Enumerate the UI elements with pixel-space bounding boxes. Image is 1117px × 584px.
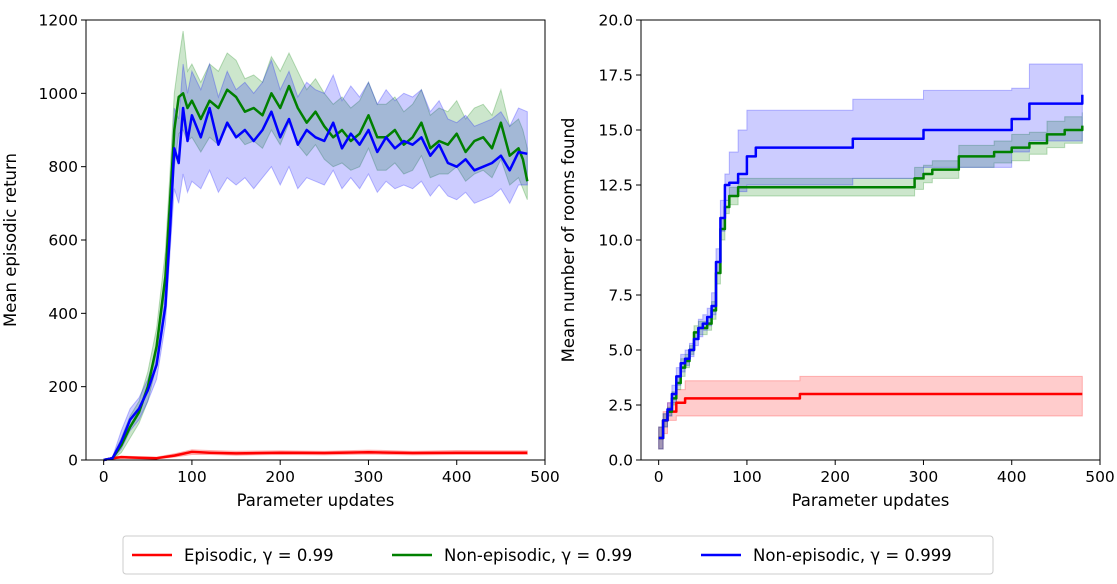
y-tick-label: 10.0	[598, 232, 633, 250]
left-plot-lines	[103, 84, 529, 462]
legend-label-episodic: Episodic, γ = 0.99	[184, 546, 334, 565]
y-tick-label: 2.5	[608, 397, 633, 415]
right-plot: 0 100 200 300 400 500 0.0 2.5 5.0 7.5 10.0 12.5 15.…	[559, 12, 1115, 511]
x-tick-label: 300	[909, 468, 939, 486]
y-tick-label: 1000	[39, 85, 78, 103]
y-tick-label: 15.0	[598, 122, 633, 140]
legend-item-episodic: Episodic, γ = 0.99	[132, 546, 334, 565]
y-tick-label: 800	[48, 158, 78, 176]
x-tick-label: 100	[177, 468, 207, 486]
x-tick-label: 500	[530, 468, 560, 486]
left-plot-y-axis-label: Mean episodic return	[1, 153, 20, 327]
x-tick-label: 200	[820, 468, 850, 486]
legend-item-non-episodic-0999: Non-episodic, γ = 0.999	[701, 546, 952, 565]
left-plot-x-ticks: 0 100 200 300 400 500	[99, 460, 560, 486]
legend-item-non-episodic-099: Non-episodic, γ = 0.99	[392, 546, 632, 565]
y-tick-label: 5.0	[608, 342, 633, 360]
x-tick-label: 400	[442, 468, 472, 486]
x-tick-label: 400	[997, 468, 1027, 486]
right-plot-y-ticks: 0.0 2.5 5.0 7.5 10.0 12.5 15.0 17.5 20.0	[598, 12, 641, 470]
legend-label-non-episodic-0999: Non-episodic, γ = 0.999	[753, 546, 952, 565]
y-tick-label: 7.5	[608, 287, 633, 305]
x-tick-label: 0	[99, 468, 109, 486]
right-plot-y-axis-label: Mean number of rooms found	[559, 118, 578, 363]
right-plot-lines	[658, 94, 1084, 440]
legend: Episodic, γ = 0.99 Non-episodic, γ = 0.9…	[122, 535, 994, 575]
x-tick-label: 100	[732, 468, 762, 486]
x-tick-label: 200	[265, 468, 295, 486]
band-non-episodic-gamma-0-999	[103, 58, 528, 461]
y-tick-label: 0.0	[608, 452, 633, 470]
x-tick-label: 500	[1085, 468, 1115, 486]
legend-box	[122, 535, 994, 575]
y-tick-label: 1200	[39, 12, 78, 30]
x-tick-label: 0	[654, 468, 664, 486]
y-tick-label: 600	[48, 232, 78, 250]
left-plot-x-axis-label: Parameter updates	[237, 491, 395, 510]
y-tick-label: 17.5	[598, 67, 633, 85]
y-tick-label: 20.0	[598, 12, 633, 30]
y-tick-label: 12.5	[598, 177, 633, 195]
y-tick-label: 0	[68, 452, 78, 470]
left-plot: 0 100 200 300 400 500 0 200 400 600 800 1000 1200 P…	[1, 12, 560, 511]
series-line-non-episodic-gamma-0-999	[103, 106, 528, 462]
right-plot-x-ticks: 0 100 200 300 400 500	[654, 460, 1115, 486]
series-line-episodic-gamma-0-99	[103, 450, 528, 462]
legend-label-non-episodic-099: Non-episodic, γ = 0.99	[444, 546, 632, 565]
series-line-non-episodic-gamma-0-999	[658, 94, 1084, 440]
y-tick-label: 200	[48, 378, 78, 396]
right-plot-x-axis-label: Parameter updates	[792, 491, 950, 510]
x-tick-label: 300	[354, 468, 384, 486]
y-tick-label: 400	[48, 305, 78, 323]
left-plot-y-ticks: 0 200 400 600 800 1000 1200	[39, 12, 86, 470]
